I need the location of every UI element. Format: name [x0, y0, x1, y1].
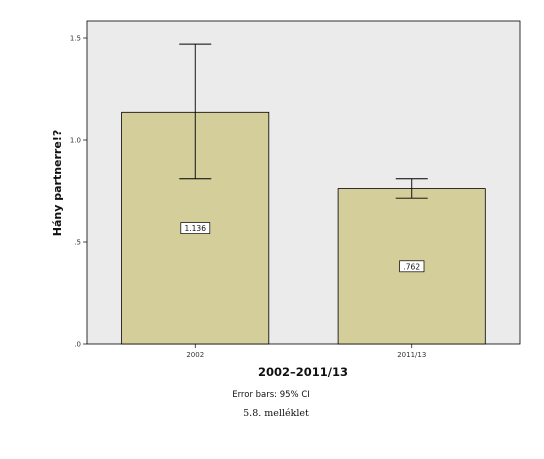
y-tick-label-2: 1.0 — [70, 137, 81, 145]
data-labels: 1.136 .762 — [180, 222, 425, 273]
figure-caption: 5.8. melléklet — [243, 408, 309, 419]
y-axis: .0 .5 1.0 1.5 — [70, 35, 87, 349]
y-axis-label: Hány partnerre!? — [51, 130, 64, 236]
data-label-text-0: 1.136 — [185, 224, 207, 233]
error-bars-note: Error bars: 95% CI — [232, 390, 310, 400]
y-tick-label-1: .5 — [74, 239, 81, 247]
x-axis-label: 2002–2011/13 — [258, 365, 348, 379]
data-label-text-1: .762 — [403, 262, 420, 271]
data-label-box-1 — [399, 260, 425, 273]
error-bars — [179, 43, 428, 199]
x-tick-label-0: 2002 — [186, 351, 204, 359]
data-label-0: 1.136 — [180, 222, 211, 234]
data-label-box-0 — [180, 222, 211, 234]
y-tick-label-0: .0 — [74, 341, 81, 349]
y-tick-label-3: 1.5 — [70, 35, 81, 43]
x-tick-label-1: 2011/13 — [397, 351, 426, 359]
data-label-1: .762 — [399, 260, 425, 273]
x-axis: 2002 2011/13 — [186, 344, 426, 359]
